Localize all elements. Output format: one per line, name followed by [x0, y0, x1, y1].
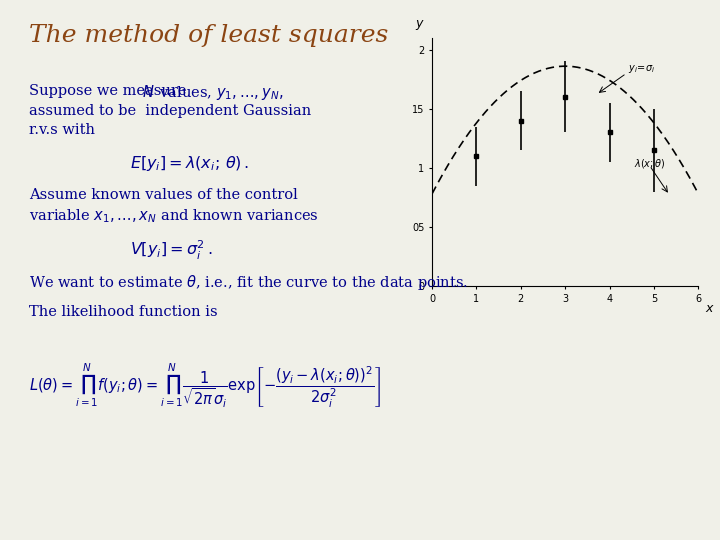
- Text: values, $y_1, \ldots, y_N,$: values, $y_1, \ldots, y_N,$: [155, 84, 283, 102]
- Text: r.v.s with: r.v.s with: [29, 123, 95, 137]
- Text: Assume known values of the control: Assume known values of the control: [29, 188, 297, 202]
- Text: The method of least squares: The method of least squares: [29, 24, 388, 48]
- Text: $L(\theta) = \prod_{i=1}^{N} f(y_i;\theta) = \prod_{i=1}^{N} \dfrac{1}{\sqrt{2\p: $L(\theta) = \prod_{i=1}^{N} f(y_i;\thet…: [29, 362, 381, 410]
- Text: $E[y_i] = \lambda(x_i;\,\theta)\,.$: $E[y_i] = \lambda(x_i;\,\theta)\,.$: [130, 154, 248, 173]
- Text: The likelihood function is: The likelihood function is: [29, 305, 217, 319]
- Text: x: x: [705, 301, 712, 315]
- Text: Suppose we measure: Suppose we measure: [29, 84, 191, 98]
- Text: $\lambda(x;\theta)$: $\lambda(x;\theta)$: [634, 157, 666, 170]
- Text: assumed to be  independent Gaussian: assumed to be independent Gaussian: [29, 104, 311, 118]
- Text: variable $x_1, \ldots, x_N$ and known variances: variable $x_1, \ldots, x_N$ and known va…: [29, 207, 318, 225]
- Text: y: y: [415, 17, 423, 30]
- Text: $V[y_i] = \sigma_i^2\,.$: $V[y_i] = \sigma_i^2\,.$: [130, 239, 212, 262]
- Text: $y_i\!=\!\sigma_i$: $y_i\!=\!\sigma_i$: [629, 63, 655, 75]
- Text: $N$: $N$: [142, 84, 154, 100]
- Text: We want to estimate $\theta$, i.e., fit the curve to the data points.: We want to estimate $\theta$, i.e., fit …: [29, 273, 468, 292]
